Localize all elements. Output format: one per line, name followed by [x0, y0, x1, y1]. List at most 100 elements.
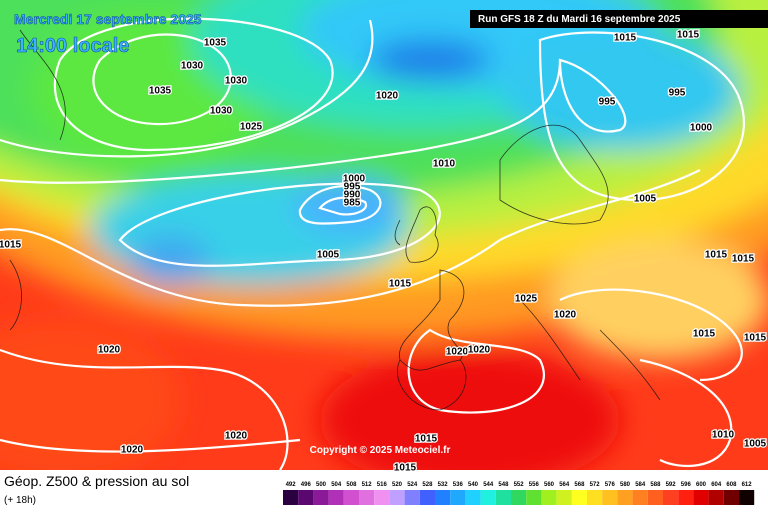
scale-swatch [328, 490, 344, 505]
forecast-time: 14:00 locale [16, 35, 129, 57]
scale-swatch [480, 490, 496, 505]
scale-label: 536 [453, 482, 464, 488]
scale-label: 552 [514, 482, 525, 488]
scale-swatch [541, 490, 557, 505]
isobar-label: 1010 [712, 430, 735, 441]
scale-swatch [359, 490, 375, 505]
isobar-label: 1010 [433, 159, 456, 170]
scale-label: 600 [696, 482, 707, 488]
scale-swatch [374, 490, 390, 505]
scale-swatch [602, 490, 618, 505]
isobar-label: 1020 [225, 431, 248, 442]
scale-swatch [313, 490, 329, 505]
scale-label: 608 [726, 482, 737, 488]
scale-swatch [678, 490, 694, 505]
scale-swatch [435, 490, 451, 505]
forecast-date: Mercredi 17 septembre 2025 [14, 11, 202, 27]
isobar-label: 1020 [376, 91, 399, 102]
isobar-label: 1015 [732, 254, 755, 265]
scale-swatch [587, 490, 603, 505]
isobar-label: 1020 [468, 345, 491, 356]
scale-swatch [511, 490, 527, 505]
scale-label: 592 [666, 482, 677, 488]
isobar-label: 990 [344, 190, 361, 201]
scale-swatch [571, 490, 587, 505]
isobars [0, 17, 746, 470]
scale-swatch [526, 490, 542, 505]
scale-label: 604 [711, 482, 722, 488]
isobar-label: 1000 [343, 174, 366, 185]
isobar-label: 1020 [98, 345, 121, 356]
scale-label: 548 [498, 482, 509, 488]
isobar-label: 1025 [515, 294, 538, 305]
scale-swatch [723, 490, 739, 505]
scale-label: 516 [377, 482, 388, 488]
isobar-label: 1005 [634, 194, 657, 205]
scale-swatch [693, 490, 709, 505]
scale-label: 508 [346, 482, 357, 488]
run-info: Run GFS 18 Z du Mardi 16 septembre 2025 [478, 14, 681, 25]
scale-swatch [495, 490, 511, 505]
isobar-label: 1000 [690, 123, 713, 134]
scale-label: 528 [422, 482, 433, 488]
isobar-label: 1015 [677, 30, 700, 41]
legend-subtitle: (+ 18h) [4, 495, 36, 506]
scale-label: 612 [742, 482, 753, 488]
scale-swatch [663, 490, 679, 505]
scale-label: 560 [544, 482, 555, 488]
scale-label: 500 [316, 482, 327, 488]
isobar-label: 1030 [210, 106, 233, 117]
scale-label: 492 [286, 482, 297, 488]
geopotential-field [0, 0, 768, 470]
scale-label: 544 [483, 482, 494, 488]
scale-label: 580 [620, 482, 631, 488]
isobar-label: 1015 [0, 240, 22, 251]
isobar-label: 1020 [121, 445, 144, 456]
scale-label: 512 [362, 482, 373, 488]
isobar-label: 1015 [744, 333, 767, 344]
scale-label: 568 [574, 482, 585, 488]
scale-label: 572 [590, 482, 601, 488]
isobar-label: 1020 [554, 310, 577, 321]
isobar-label: 1020 [446, 347, 469, 358]
scale-swatch [647, 490, 663, 505]
scale-swatch [556, 490, 572, 505]
isobar-label: 1015 [614, 33, 637, 44]
scale-label: 564 [559, 482, 570, 488]
scale-label: 588 [650, 482, 661, 488]
isobar-label: 1025 [240, 122, 263, 133]
isobar-label: 1015 [389, 279, 412, 290]
scale-swatch [283, 490, 299, 505]
isobar-label: 995 [599, 97, 616, 108]
scale-swatch [389, 490, 405, 505]
scale-label: 576 [605, 482, 616, 488]
isobar-label: 1015 [415, 434, 438, 445]
legend-title: Géop. Z500 & pression au sol [4, 473, 189, 489]
scale-label: 524 [407, 482, 418, 488]
isobar-label: 995 [344, 182, 361, 193]
isobar-label: 1030 [181, 61, 204, 72]
isobar-label: 1005 [317, 250, 340, 261]
scale-label: 584 [635, 482, 646, 488]
scale-label: 596 [681, 482, 692, 488]
scale-label: 556 [529, 482, 540, 488]
isobar-label: 1035 [204, 38, 227, 49]
isobar-label: 1030 [225, 76, 248, 87]
isobar-label: 1015 [705, 250, 728, 261]
scale-swatch [632, 490, 648, 505]
isobar-label: 1015 [693, 329, 716, 340]
scale-label: 540 [468, 482, 479, 488]
scale-label: 532 [438, 482, 449, 488]
isobar-label: 985 [344, 198, 361, 209]
isobar-label: 1015 [394, 463, 417, 474]
scale-swatch [343, 490, 359, 505]
scale-swatch [739, 490, 755, 505]
scale-swatch [419, 490, 435, 505]
scale-swatch [617, 490, 633, 505]
copyright: Copyright © 2025 Meteociel.fr [310, 445, 451, 456]
scale-swatch [708, 490, 724, 505]
scale-label: 520 [392, 482, 403, 488]
run-banner [470, 10, 768, 28]
